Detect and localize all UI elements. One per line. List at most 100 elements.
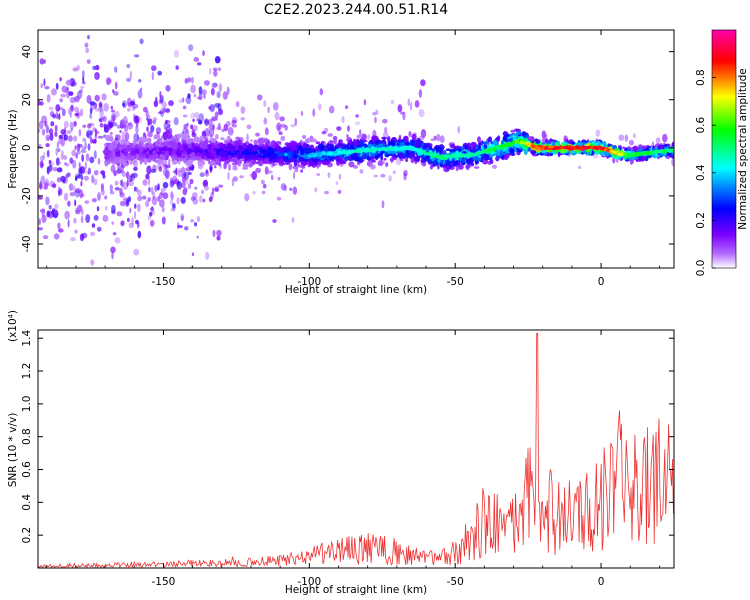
heatmap-cell xyxy=(132,103,139,109)
heatmap-cell xyxy=(232,163,238,170)
snr-x-ticks: -150 -100 -50 0 xyxy=(46,330,660,588)
heatmap-cell xyxy=(57,186,62,195)
heatmap-cell xyxy=(121,148,127,152)
heatmap-cell xyxy=(148,186,151,193)
heatmap-cell xyxy=(377,160,384,167)
heatmap-cell xyxy=(61,85,68,93)
heatmap-cell xyxy=(40,83,43,89)
heatmap-cell xyxy=(67,219,70,228)
heatmap-cell xyxy=(527,136,535,142)
heatmap-cell xyxy=(510,148,515,154)
heatmap-cell xyxy=(280,123,287,128)
heatmap-cell xyxy=(410,101,413,111)
chart-title: C2E2.2023.244.00.51.R14 xyxy=(263,2,449,18)
heatmap-cell xyxy=(270,151,274,158)
heatmap-cell xyxy=(316,173,321,177)
heatmap-cell xyxy=(168,100,174,107)
heatmap-cell xyxy=(87,167,91,175)
heatmap-cell xyxy=(177,142,181,148)
heatmap-cell xyxy=(253,150,258,155)
heatmap-cell xyxy=(109,184,114,192)
heatmap-cell xyxy=(182,97,185,103)
heatmap-cell xyxy=(207,119,213,126)
heatmap-cell xyxy=(166,131,173,140)
heatmap-cell xyxy=(203,118,209,125)
heatmap-cell xyxy=(214,111,219,118)
heatmap-cell xyxy=(154,141,159,146)
heatmap-cell xyxy=(90,259,95,266)
heatmap-cell xyxy=(159,192,163,200)
heatmap-cell xyxy=(504,143,508,147)
heatmap-cell xyxy=(82,76,85,83)
heatmap-cell xyxy=(478,141,482,147)
heatmap-cell xyxy=(53,233,60,240)
heatmap-cell xyxy=(124,151,129,155)
heatmap-cell xyxy=(293,159,298,167)
heatmap-cell xyxy=(244,193,250,202)
heatmap-cell xyxy=(66,86,69,91)
heatmap-cell xyxy=(129,70,133,80)
heatmap-cell xyxy=(457,148,462,152)
heatmap-cell xyxy=(263,100,267,107)
heatmap-cell xyxy=(317,161,323,165)
heatmap-cell xyxy=(257,94,263,101)
heatmap-cell xyxy=(321,151,327,155)
heatmap-cell xyxy=(168,158,171,166)
heatmap-cell xyxy=(480,145,484,151)
heatmap-cell xyxy=(471,152,476,156)
heatmap-cell xyxy=(42,151,46,159)
heatmap-cell xyxy=(42,185,48,190)
heatmap-cell xyxy=(285,147,292,152)
heatmap-cell xyxy=(74,229,78,234)
heatmap-cell xyxy=(289,187,293,191)
heatmap-cell xyxy=(223,163,227,170)
heatmap-cell xyxy=(163,107,166,114)
heatmap-cell xyxy=(166,164,171,169)
heatmap-cell xyxy=(82,137,87,143)
heatmap-cell xyxy=(607,143,611,147)
heatmap-cell xyxy=(70,237,76,242)
heatmap-cell xyxy=(461,158,466,164)
heatmap-cell xyxy=(383,147,389,151)
heatmap-cell xyxy=(263,158,270,165)
heatmap-cell xyxy=(276,147,282,153)
heatmap-cell xyxy=(117,149,121,156)
heatmap-cell xyxy=(85,153,90,162)
heatmap-cell xyxy=(134,54,140,58)
heatmap-cell xyxy=(48,128,54,135)
heatmap-cell xyxy=(186,147,193,154)
heatmap-cell xyxy=(114,81,118,90)
heatmap-cell xyxy=(44,86,50,90)
heatmap-cell xyxy=(180,196,186,204)
heatmap-cell xyxy=(154,184,158,192)
heatmap-cell xyxy=(531,150,537,154)
heatmap-cell xyxy=(323,145,329,149)
heatmap-cell xyxy=(431,148,435,152)
heatmap-cell xyxy=(622,146,626,150)
heatmap-cell xyxy=(348,161,355,168)
heatmap-cell xyxy=(589,148,592,155)
heatmap-cell xyxy=(112,232,117,236)
heatmap-cell xyxy=(440,159,444,165)
heatmap-cell xyxy=(155,127,161,135)
colorbar-tick-label: 0.4 xyxy=(695,164,707,181)
heatmap-cell xyxy=(95,74,99,80)
heatmap-cell xyxy=(411,133,417,141)
heatmap-cell xyxy=(133,133,139,142)
heatmap-cell xyxy=(644,151,650,155)
heatmap-cell xyxy=(193,57,200,62)
heatmap-cell xyxy=(617,153,624,157)
heatmap-cell xyxy=(235,140,240,147)
heatmap-cell xyxy=(107,149,111,156)
heatmap-cell xyxy=(541,130,546,139)
heatmap-cell xyxy=(183,123,188,130)
heatmap-cell xyxy=(394,148,399,152)
heatmap-cell xyxy=(317,151,321,155)
heatmap-cell xyxy=(277,152,284,157)
heatmap-cell xyxy=(93,178,98,186)
heatmap-cell xyxy=(414,100,420,108)
heatmap-cell xyxy=(90,130,93,136)
heatmap-cell xyxy=(214,103,221,108)
heatmap-cell xyxy=(383,158,387,161)
heatmap-cell xyxy=(74,189,81,198)
